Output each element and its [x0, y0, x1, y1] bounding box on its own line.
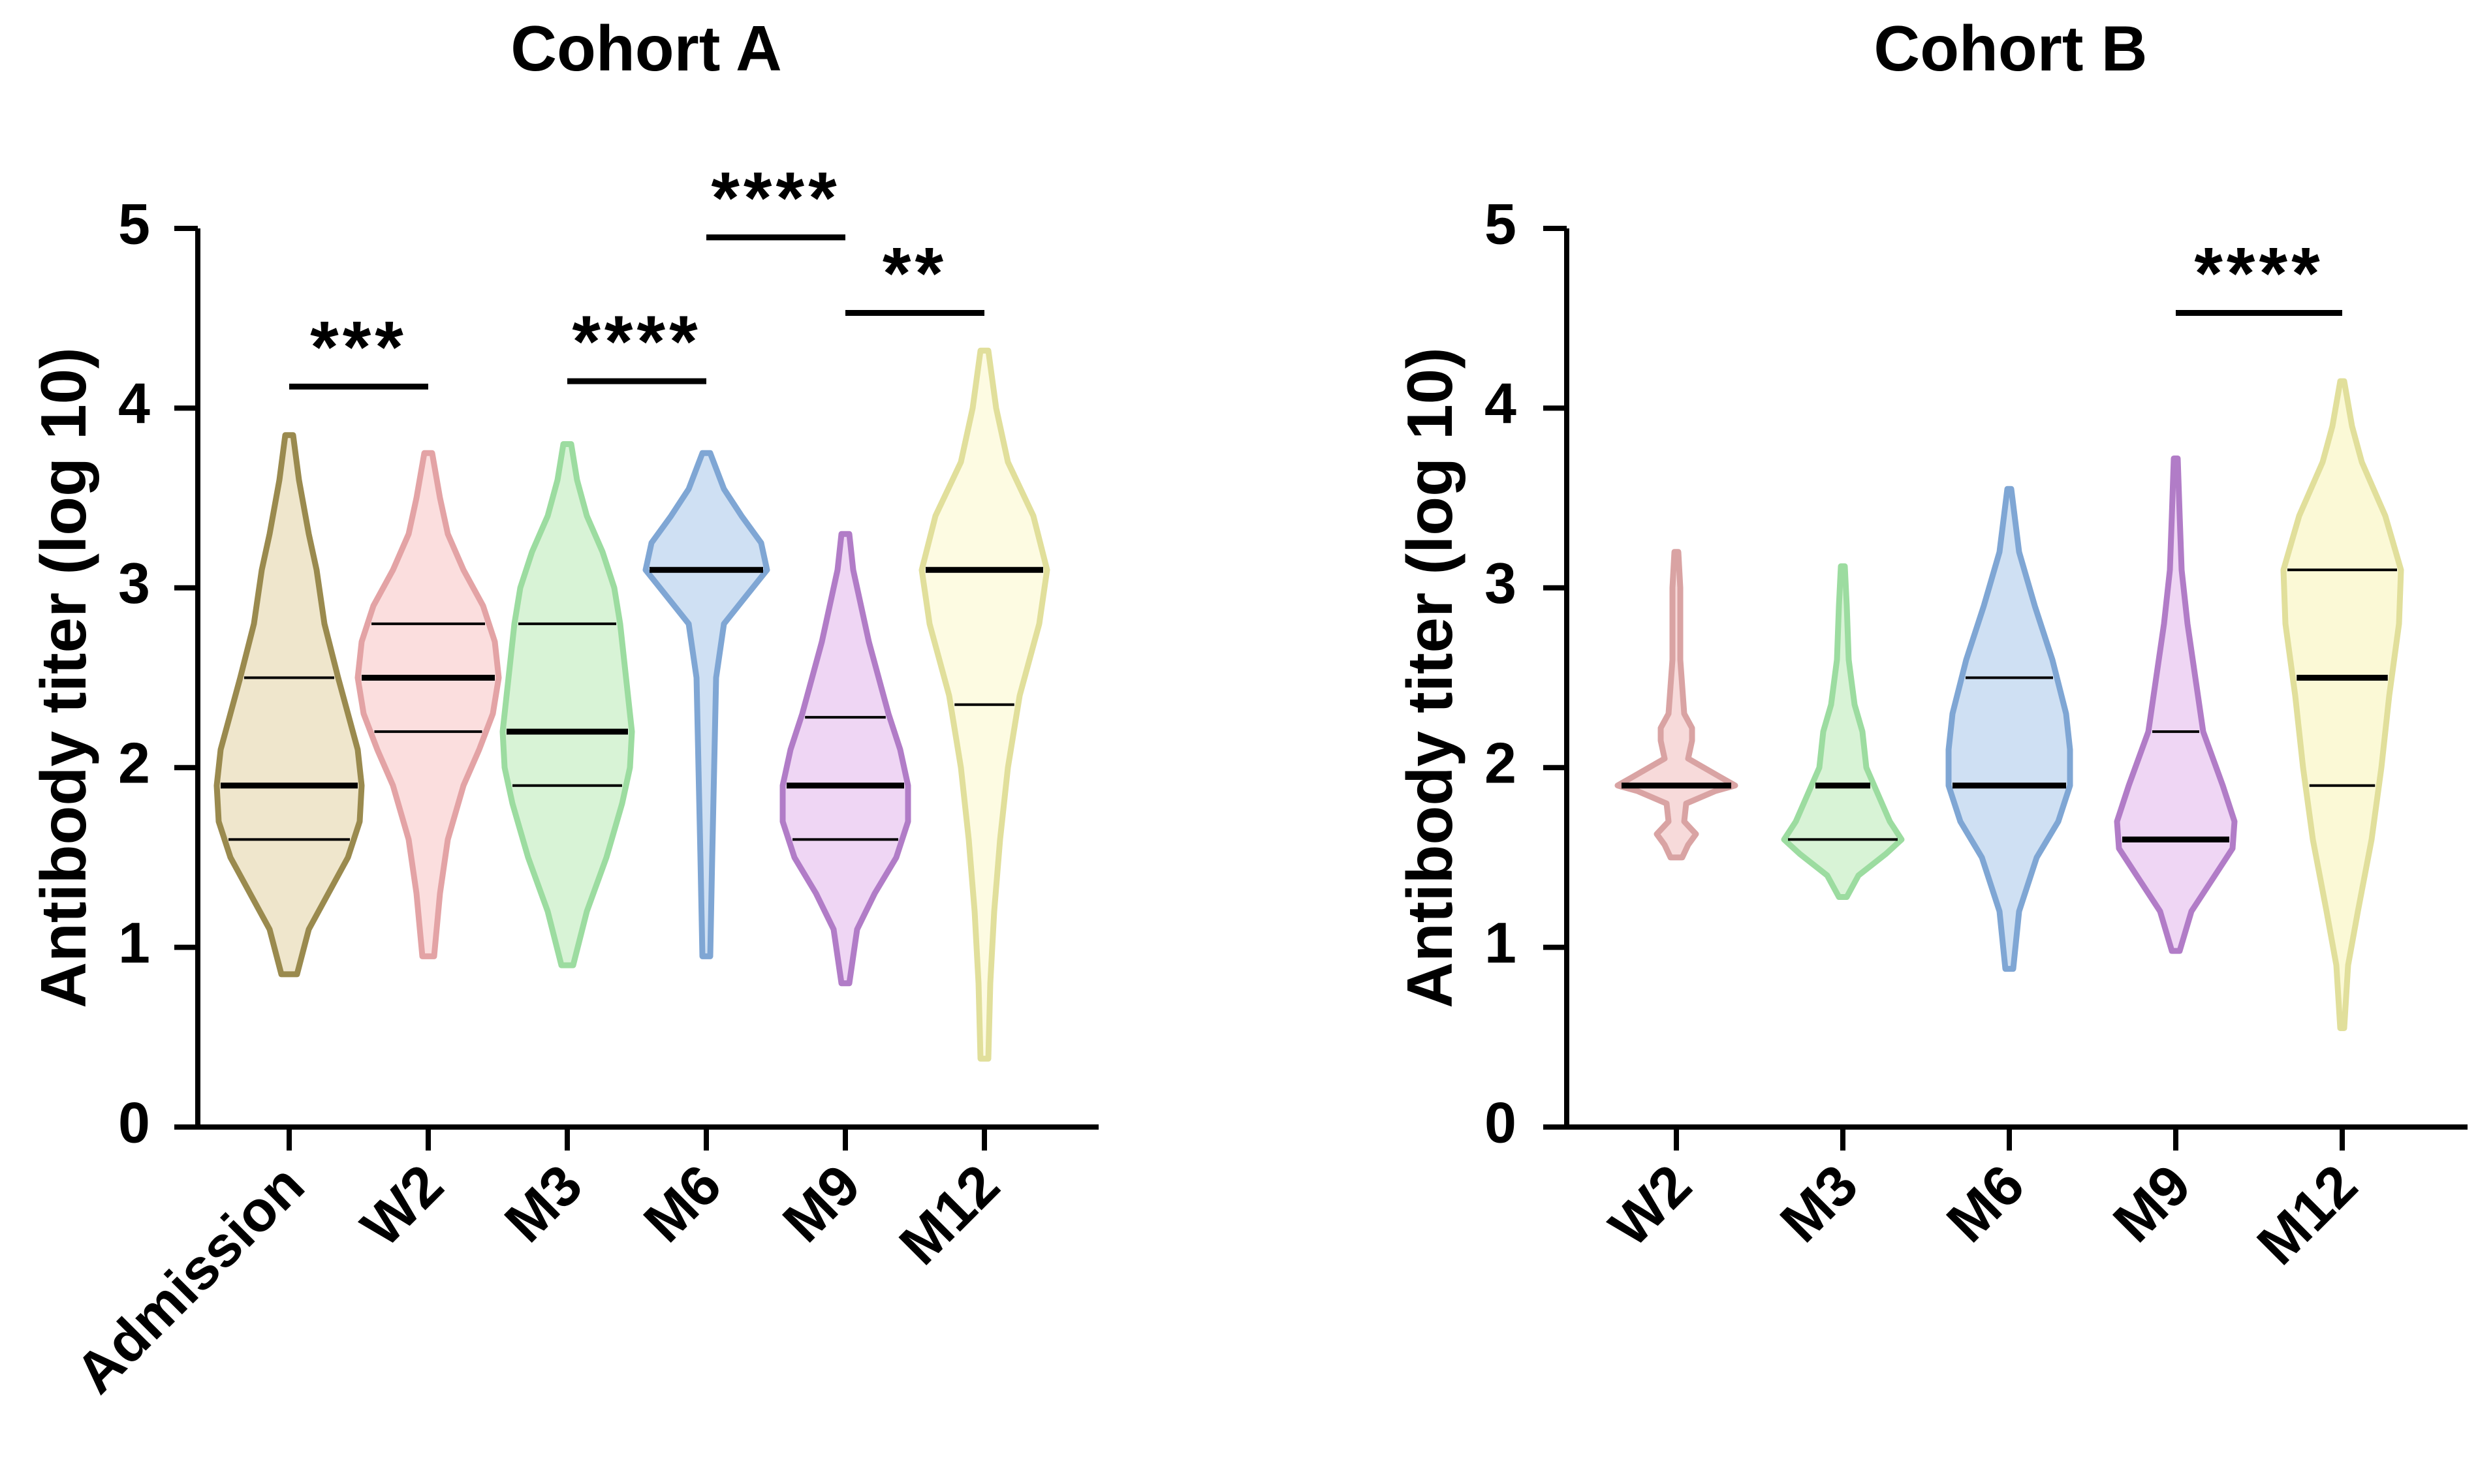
- cohort-b-significance-label: ****: [2194, 232, 2323, 314]
- cohort-a-y-tick-label: 3: [118, 551, 150, 615]
- cohort-b-y-tick-label: 4: [1484, 371, 1516, 436]
- cohort-a-violin-w2: [354, 450, 502, 959]
- cohort-a-x-tick-label: Admission: [63, 1152, 316, 1405]
- cohort-b-title: Cohort B: [1874, 12, 2147, 84]
- cohort-b-x-tick-label: M12: [2244, 1152, 2369, 1276]
- cohort-b-violin-m3: [1781, 563, 1905, 900]
- cohort-b-violin-m6: [1945, 486, 2073, 972]
- cohort-a-title: Cohort A: [510, 12, 782, 84]
- cohort-b-y-tick-label: 3: [1484, 551, 1516, 615]
- cohort-a-violin-admission: [213, 432, 365, 978]
- cohort-a-y-tick-label: 5: [118, 191, 150, 256]
- cohort-a-violin-m3: [499, 441, 635, 968]
- cohort-b-y-tick-label: 0: [1484, 1090, 1516, 1154]
- cohort-b-y-axis-label: Antibody titer (log 10): [1394, 347, 1466, 1008]
- cohort-b-violin-m9: [2114, 456, 2238, 954]
- cohort-a-significance-label: ****: [572, 301, 701, 382]
- cohort-b-x-tick-label: W2: [1597, 1152, 1703, 1258]
- cohort-b-violin-m12: [2280, 378, 2404, 1031]
- cohort-a-y-axis-label: Antibody titer (log 10): [27, 347, 99, 1008]
- cohort-a-x-tick-label: M6: [631, 1152, 733, 1254]
- cohort-a-x-tick-label: M9: [770, 1152, 872, 1254]
- cohort-a-violin-m9: [779, 531, 911, 987]
- cohort-a-x-tick-label: M3: [492, 1152, 594, 1254]
- cohort-a-y-tick-label: 0: [118, 1090, 150, 1154]
- cohort-b-y-tick-label: 5: [1484, 191, 1516, 256]
- cohort-b-y-tick-label: 2: [1484, 730, 1516, 795]
- cohort-b-x-tick-label: M6: [1934, 1152, 2036, 1254]
- cohort-a-y-tick-label: 2: [118, 730, 150, 795]
- cohort-b-violin-w2: [1614, 549, 1738, 861]
- cohort-b-y-tick-label: 1: [1484, 910, 1516, 975]
- cohort-a-significance-label: **: [883, 232, 947, 314]
- cohort-b-x-tick-label: M9: [2101, 1152, 2203, 1254]
- cohort-a-violin-m6: [642, 450, 770, 959]
- cohort-a-x-tick-label: M12: [886, 1152, 1011, 1276]
- cohort-a-x-tick-label: W2: [349, 1152, 455, 1258]
- cohort-a-significance-label: ****: [711, 157, 840, 239]
- cohort-a-y-tick-label: 4: [118, 371, 150, 436]
- cohort-b-x-tick-label: M3: [1768, 1152, 1870, 1254]
- cohort-a-y-tick-label: 1: [118, 910, 150, 975]
- cohort-a-significance-label: ***: [310, 306, 407, 388]
